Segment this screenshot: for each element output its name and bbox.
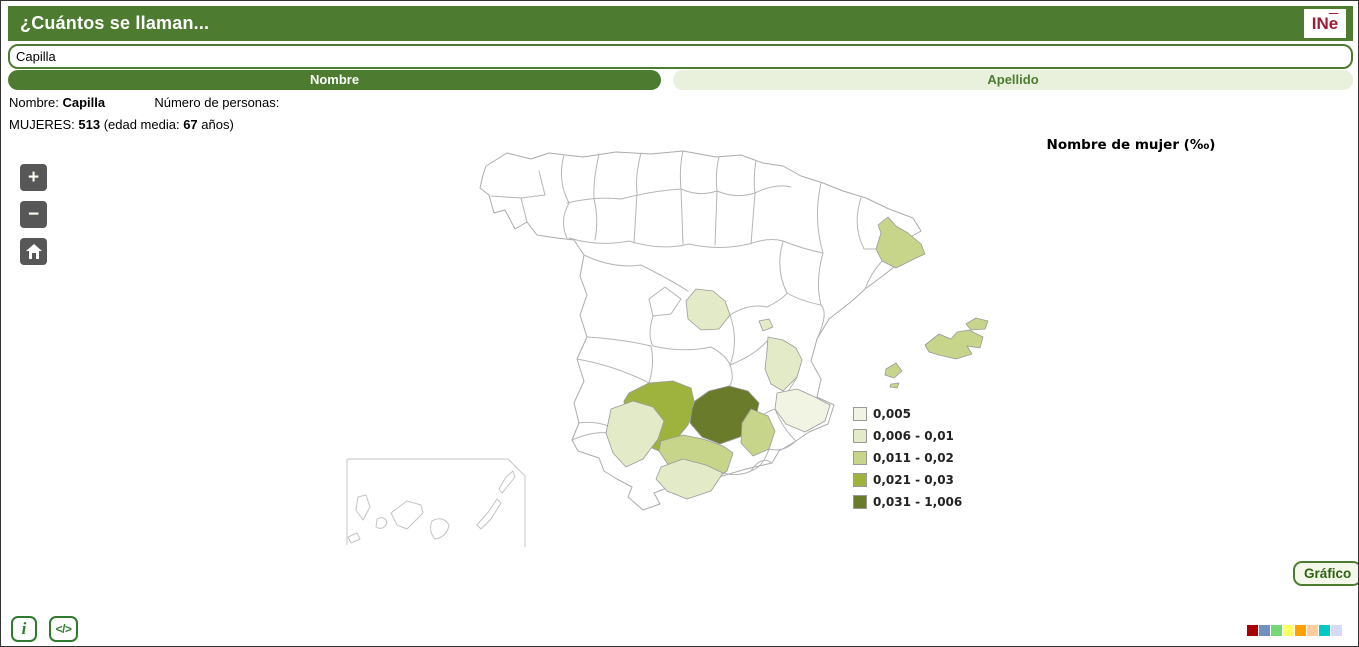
palette-swatch[interactable] <box>1307 625 1318 636</box>
map-region-ibiza[interactable] <box>884 362 903 389</box>
tab-apellido[interactable]: Apellido <box>673 70 1353 90</box>
map-region-menorca[interactable] <box>965 317 989 331</box>
ine-logo-text: IN <box>1311 13 1329 33</box>
palette-swatch[interactable] <box>1331 625 1342 636</box>
map-legend: 0,005 0,006 - 0,01 0,011 - 0,02 0,021 - … <box>853 403 962 513</box>
legend-label-5: 0,031 - 1,006 <box>873 495 963 509</box>
embed-code-button[interactable]: </> <box>49 616 78 642</box>
legend-swatch-5 <box>853 495 867 509</box>
women-summary-line: MUJERES: 513 (edad media: 67 años) <box>9 117 234 132</box>
map-region-valencia[interactable] <box>764 336 803 392</box>
legend-swatch-2 <box>853 429 867 443</box>
ine-logo[interactable]: IN e <box>1304 9 1346 38</box>
info-button[interactable]: i <box>11 616 37 642</box>
grafico-button[interactable]: Gráfico <box>1293 561 1358 586</box>
legend-swatch-3 <box>853 451 867 465</box>
map-region-barcelona[interactable] <box>875 216 926 269</box>
age-value: 67 <box>183 117 198 132</box>
palette-swatch[interactable] <box>1271 625 1282 636</box>
name-value: Capilla <box>62 95 106 110</box>
legend-swatch-1 <box>853 407 867 421</box>
legend-row: 0,006 - 0,01 <box>853 425 962 447</box>
page-title: ¿Cuántos se llaman... <box>20 13 210 33</box>
palette-swatch[interactable] <box>1259 625 1270 636</box>
map-region-malaga[interactable] <box>655 458 724 500</box>
name-label: Nombre: <box>9 95 59 110</box>
legend-label-4: 0,021 - 0,03 <box>873 473 954 487</box>
map-region-alicante[interactable] <box>774 388 831 433</box>
legend-title: Nombre de mujer (‰) <box>1046 137 1216 153</box>
palette-swatch[interactable] <box>1283 625 1294 636</box>
map-region-sevilla[interactable] <box>605 400 665 468</box>
women-label: MUJERES: <box>9 117 75 132</box>
map-region-mallorca[interactable] <box>924 329 984 360</box>
name-search-input[interactable] <box>8 44 1353 69</box>
home-icon <box>25 244 42 259</box>
tab-nombre[interactable]: Nombre <box>8 70 661 90</box>
legend-label-3: 0,011 - 0,02 <box>873 451 954 465</box>
app-header: ¿Cuántos se llaman... IN e <box>8 6 1353 41</box>
result-summary-line: Nombre: Capilla Número de personas: <box>9 95 279 110</box>
age-suffix: años) <box>201 117 234 132</box>
ine-logo-e: e <box>1328 13 1339 33</box>
map-region-jaen[interactable] <box>740 408 776 457</box>
palette-swatch[interactable] <box>1319 625 1330 636</box>
legend-row: 0,021 - 0,03 <box>853 469 962 491</box>
age-prefix: (edad media: <box>103 117 180 132</box>
count-label: Número de personas: <box>154 95 280 110</box>
women-count: 513 <box>78 117 101 132</box>
palette-swatch[interactable] <box>1295 625 1306 636</box>
legend-row: 0,031 - 1,006 <box>853 491 962 513</box>
map-region-valencia-exclave[interactable] <box>758 318 774 332</box>
province-borders <box>490 150 883 476</box>
legend-label-1: 0,005 <box>873 407 911 421</box>
home-button[interactable] <box>20 238 47 265</box>
legend-row: 0,011 - 0,02 <box>853 447 962 469</box>
palette-swatch[interactable] <box>1247 625 1258 636</box>
legend-label-2: 0,006 - 0,01 <box>873 429 954 443</box>
zoom-out-button[interactable]: − <box>20 201 47 228</box>
spain-choropleth-map[interactable] <box>331 141 1021 571</box>
legend-swatch-4 <box>853 473 867 487</box>
zoom-in-button[interactable]: + <box>20 164 47 191</box>
map-region-soria[interactable] <box>685 288 731 331</box>
color-palette-strip[interactable] <box>1247 625 1342 636</box>
legend-row: 0,005 <box>853 403 962 425</box>
canary-islands-inset <box>346 458 526 547</box>
